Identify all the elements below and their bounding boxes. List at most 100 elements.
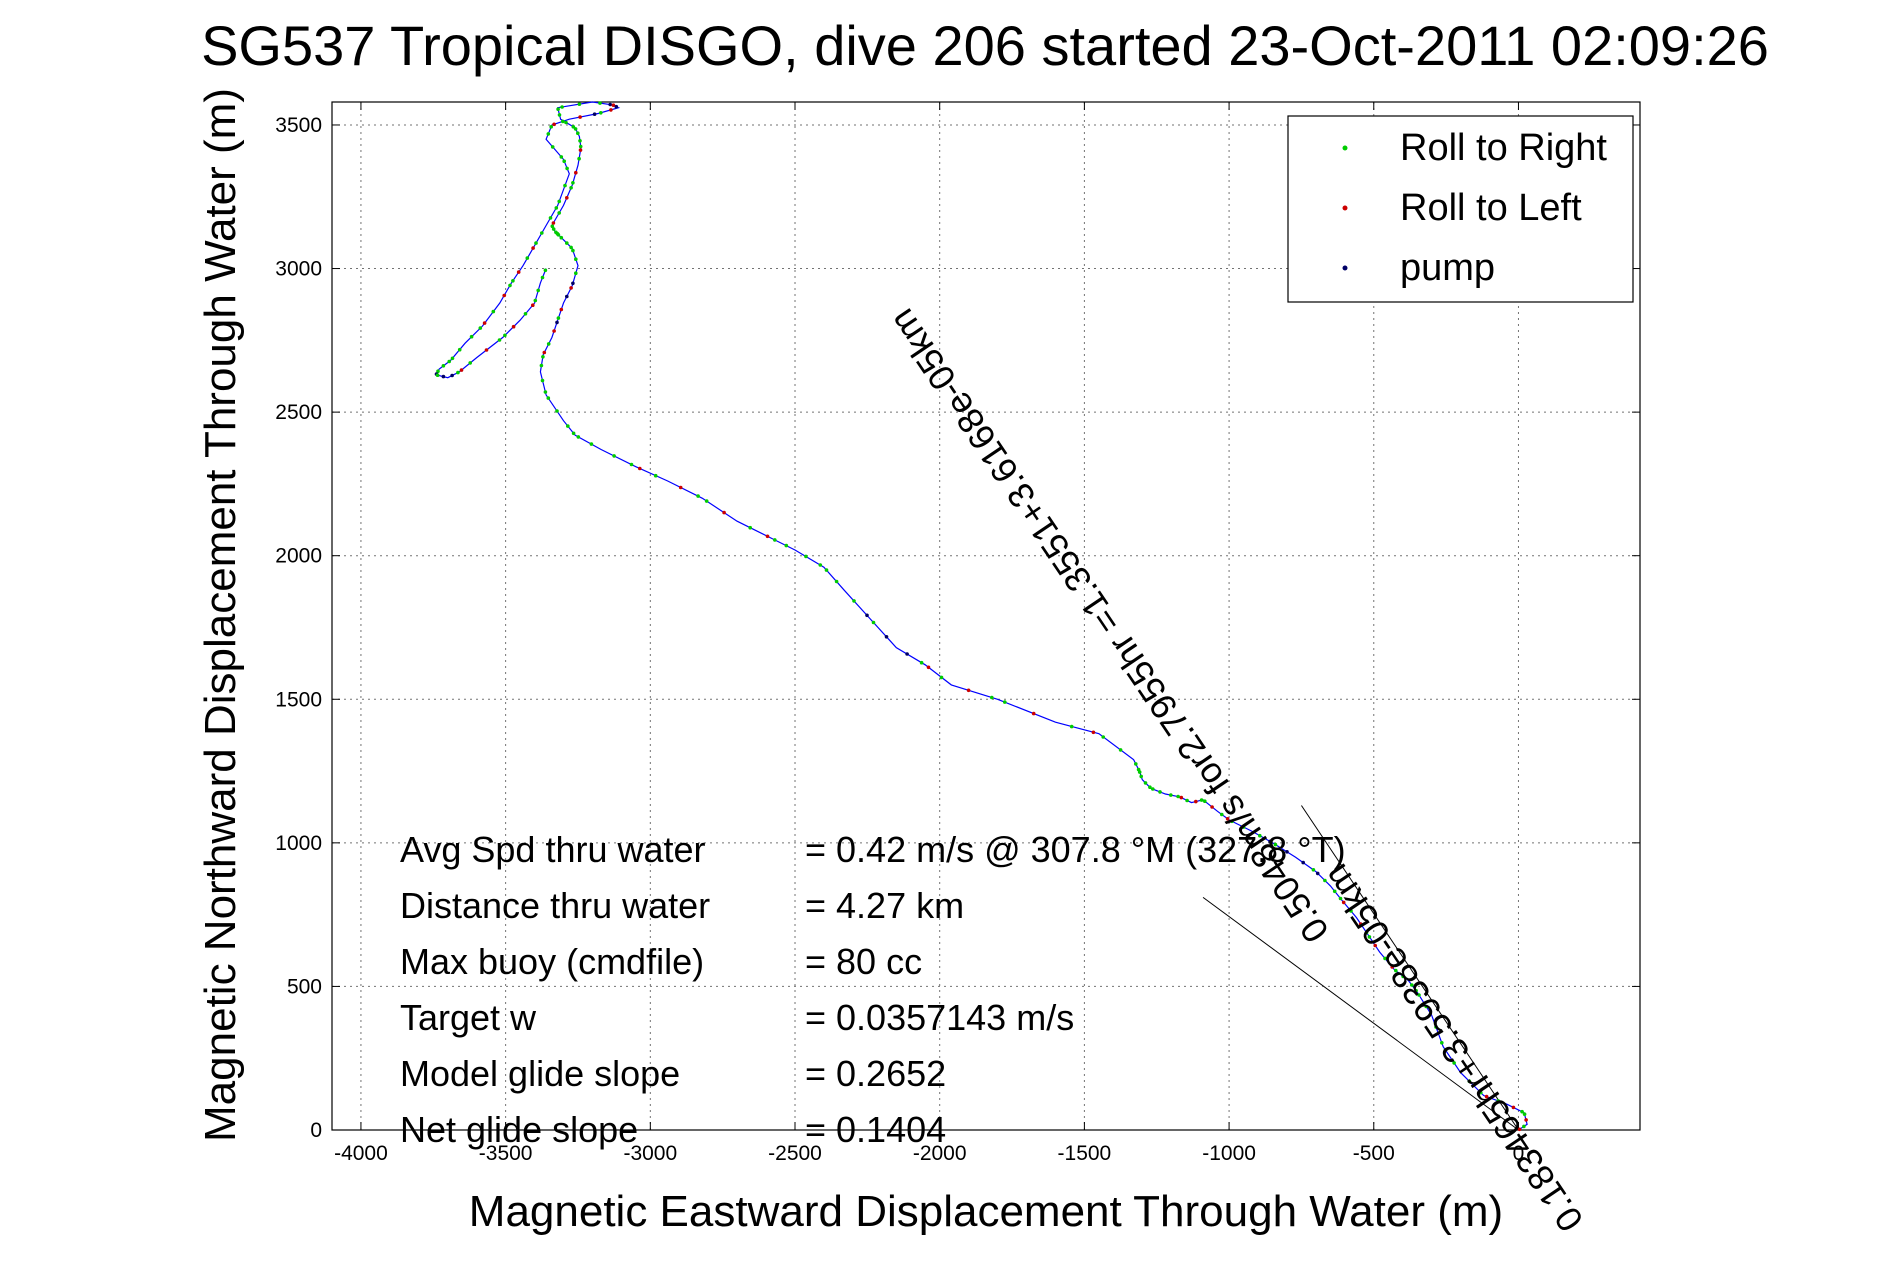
roll-right-marker xyxy=(441,364,446,368)
roll-right-marker xyxy=(540,275,545,280)
legend-marker xyxy=(1342,145,1348,151)
roll-right-marker xyxy=(497,338,502,342)
roll-right-marker xyxy=(696,494,700,498)
roll-right-marker xyxy=(919,660,924,665)
roll-right-marker xyxy=(523,312,528,316)
roll-right-marker xyxy=(559,155,564,159)
roll-right-marker xyxy=(1364,930,1369,935)
x-tick-label: -1500 xyxy=(1058,1142,1112,1165)
pump-marker xyxy=(450,373,454,378)
roll-left-marker xyxy=(511,324,516,329)
roll-right-marker xyxy=(569,186,573,190)
pump-marker xyxy=(884,635,889,639)
roll-left-marker xyxy=(459,368,464,372)
roll-right-marker xyxy=(1394,968,1398,973)
glide-reference-line xyxy=(1202,897,1519,1131)
roll-right-marker xyxy=(450,356,455,361)
roll-right-marker xyxy=(551,227,556,231)
roll-left-marker xyxy=(926,665,931,670)
roll-right-marker xyxy=(1383,956,1387,961)
legend-label: Roll to Left xyxy=(1400,187,1582,229)
x-tick-label: 0 xyxy=(1513,1142,1525,1165)
stat-value: = 0.2652 xyxy=(805,1053,946,1094)
stat-label: Target w xyxy=(400,997,537,1038)
roll-right-marker xyxy=(1134,762,1138,766)
roll-right-marker xyxy=(571,248,575,253)
roll-right-marker xyxy=(543,268,548,273)
x-tick-label: -1000 xyxy=(1202,1142,1256,1165)
roll-right-marker xyxy=(469,334,474,339)
roll-right-marker xyxy=(824,568,829,572)
roll-left-marker xyxy=(578,115,582,119)
roll-right-marker xyxy=(1101,735,1105,739)
reference-lines xyxy=(1202,805,1519,1131)
roll-right-marker xyxy=(574,257,578,262)
roll-right-marker xyxy=(1069,724,1074,729)
roll-right-marker xyxy=(1414,988,1418,993)
x-tick-label: -3500 xyxy=(479,1142,533,1165)
roll-right-marker xyxy=(1258,833,1262,838)
roll-left-marker xyxy=(1225,817,1230,821)
roll-left-marker xyxy=(609,108,613,112)
roll-right-marker xyxy=(589,442,594,446)
roll-right-marker xyxy=(1401,974,1405,979)
roll-right-marker xyxy=(1203,799,1207,803)
roll-right-marker xyxy=(1410,983,1414,987)
roll-right-marker xyxy=(1241,825,1246,829)
roll-right-marker xyxy=(784,543,789,548)
roll-right-marker xyxy=(508,283,512,288)
roll-right-marker xyxy=(564,120,568,125)
x-axis-label: Magnetic Eastward Displacement Through W… xyxy=(469,1187,1503,1236)
roll-right-marker xyxy=(540,231,544,235)
pump-marker xyxy=(1301,860,1305,865)
y-tick-label: 500 xyxy=(287,975,322,998)
roll-left-marker xyxy=(1524,1118,1528,1122)
roll-right-marker xyxy=(536,288,540,293)
roll-left-marker xyxy=(678,485,683,490)
roll-right-marker xyxy=(1311,868,1316,872)
roll-right-marker xyxy=(598,101,602,105)
roll-right-marker xyxy=(1522,1124,1526,1129)
roll-right-marker xyxy=(540,378,545,383)
roll-left-marker xyxy=(574,170,578,175)
pump-marker xyxy=(614,104,619,109)
roll-right-marker xyxy=(563,183,567,188)
y-axis-label: Magnetic Northward Displacement Through … xyxy=(196,88,245,1142)
roll-right-marker xyxy=(550,145,555,149)
roll-left-marker xyxy=(1210,805,1214,809)
stats-annotations: Avg Spd thru water = 0.42 m/s @ 307.8 °M … xyxy=(400,829,1346,1150)
roll-left-marker xyxy=(552,329,556,333)
stat-value: = 0.0357143 m/s xyxy=(805,997,1074,1038)
roll-right-marker xyxy=(557,211,561,215)
roll-right-marker xyxy=(1323,878,1327,883)
x-tick-label: -3000 xyxy=(623,1142,677,1165)
track-line xyxy=(435,101,1528,1131)
pump-marker xyxy=(608,102,612,107)
roll-right-marker xyxy=(578,139,582,143)
y-tick-label: 1000 xyxy=(275,832,322,855)
roll-right-marker xyxy=(1230,819,1234,824)
roll-right-marker xyxy=(447,359,452,364)
roll-right-marker xyxy=(557,113,562,117)
roll-left-marker xyxy=(1390,965,1394,969)
roll-right-marker xyxy=(546,132,551,136)
roll-left-marker xyxy=(611,103,616,107)
roll-right-marker xyxy=(1349,909,1353,913)
roll-right-marker xyxy=(565,241,569,245)
roll-right-marker xyxy=(565,166,569,171)
roll-right-marker xyxy=(1440,1041,1444,1045)
chart-title: SG537 Tropical DISGO, dive 206 started 2… xyxy=(201,14,1769,77)
y-tick-label: 0 xyxy=(310,1119,322,1142)
roll-right-marker xyxy=(1136,767,1141,772)
roll-right-marker xyxy=(577,102,582,106)
roll-left-marker xyxy=(542,350,547,355)
y-tick-labels: 0 500 1000 1500 2000 2500 3000 3500 xyxy=(275,114,322,1142)
y-tick-label: 2000 xyxy=(275,545,322,568)
y-tick-label: 1500 xyxy=(275,688,322,711)
roll-right-marker xyxy=(990,695,994,700)
glide-reference-line xyxy=(1301,805,1519,1131)
roll-right-marker xyxy=(1467,1079,1472,1083)
stat-value: = 0.42 m/s @ 307.8 °M (327.8 °T) xyxy=(805,829,1346,870)
roll-right-marker xyxy=(562,159,566,163)
